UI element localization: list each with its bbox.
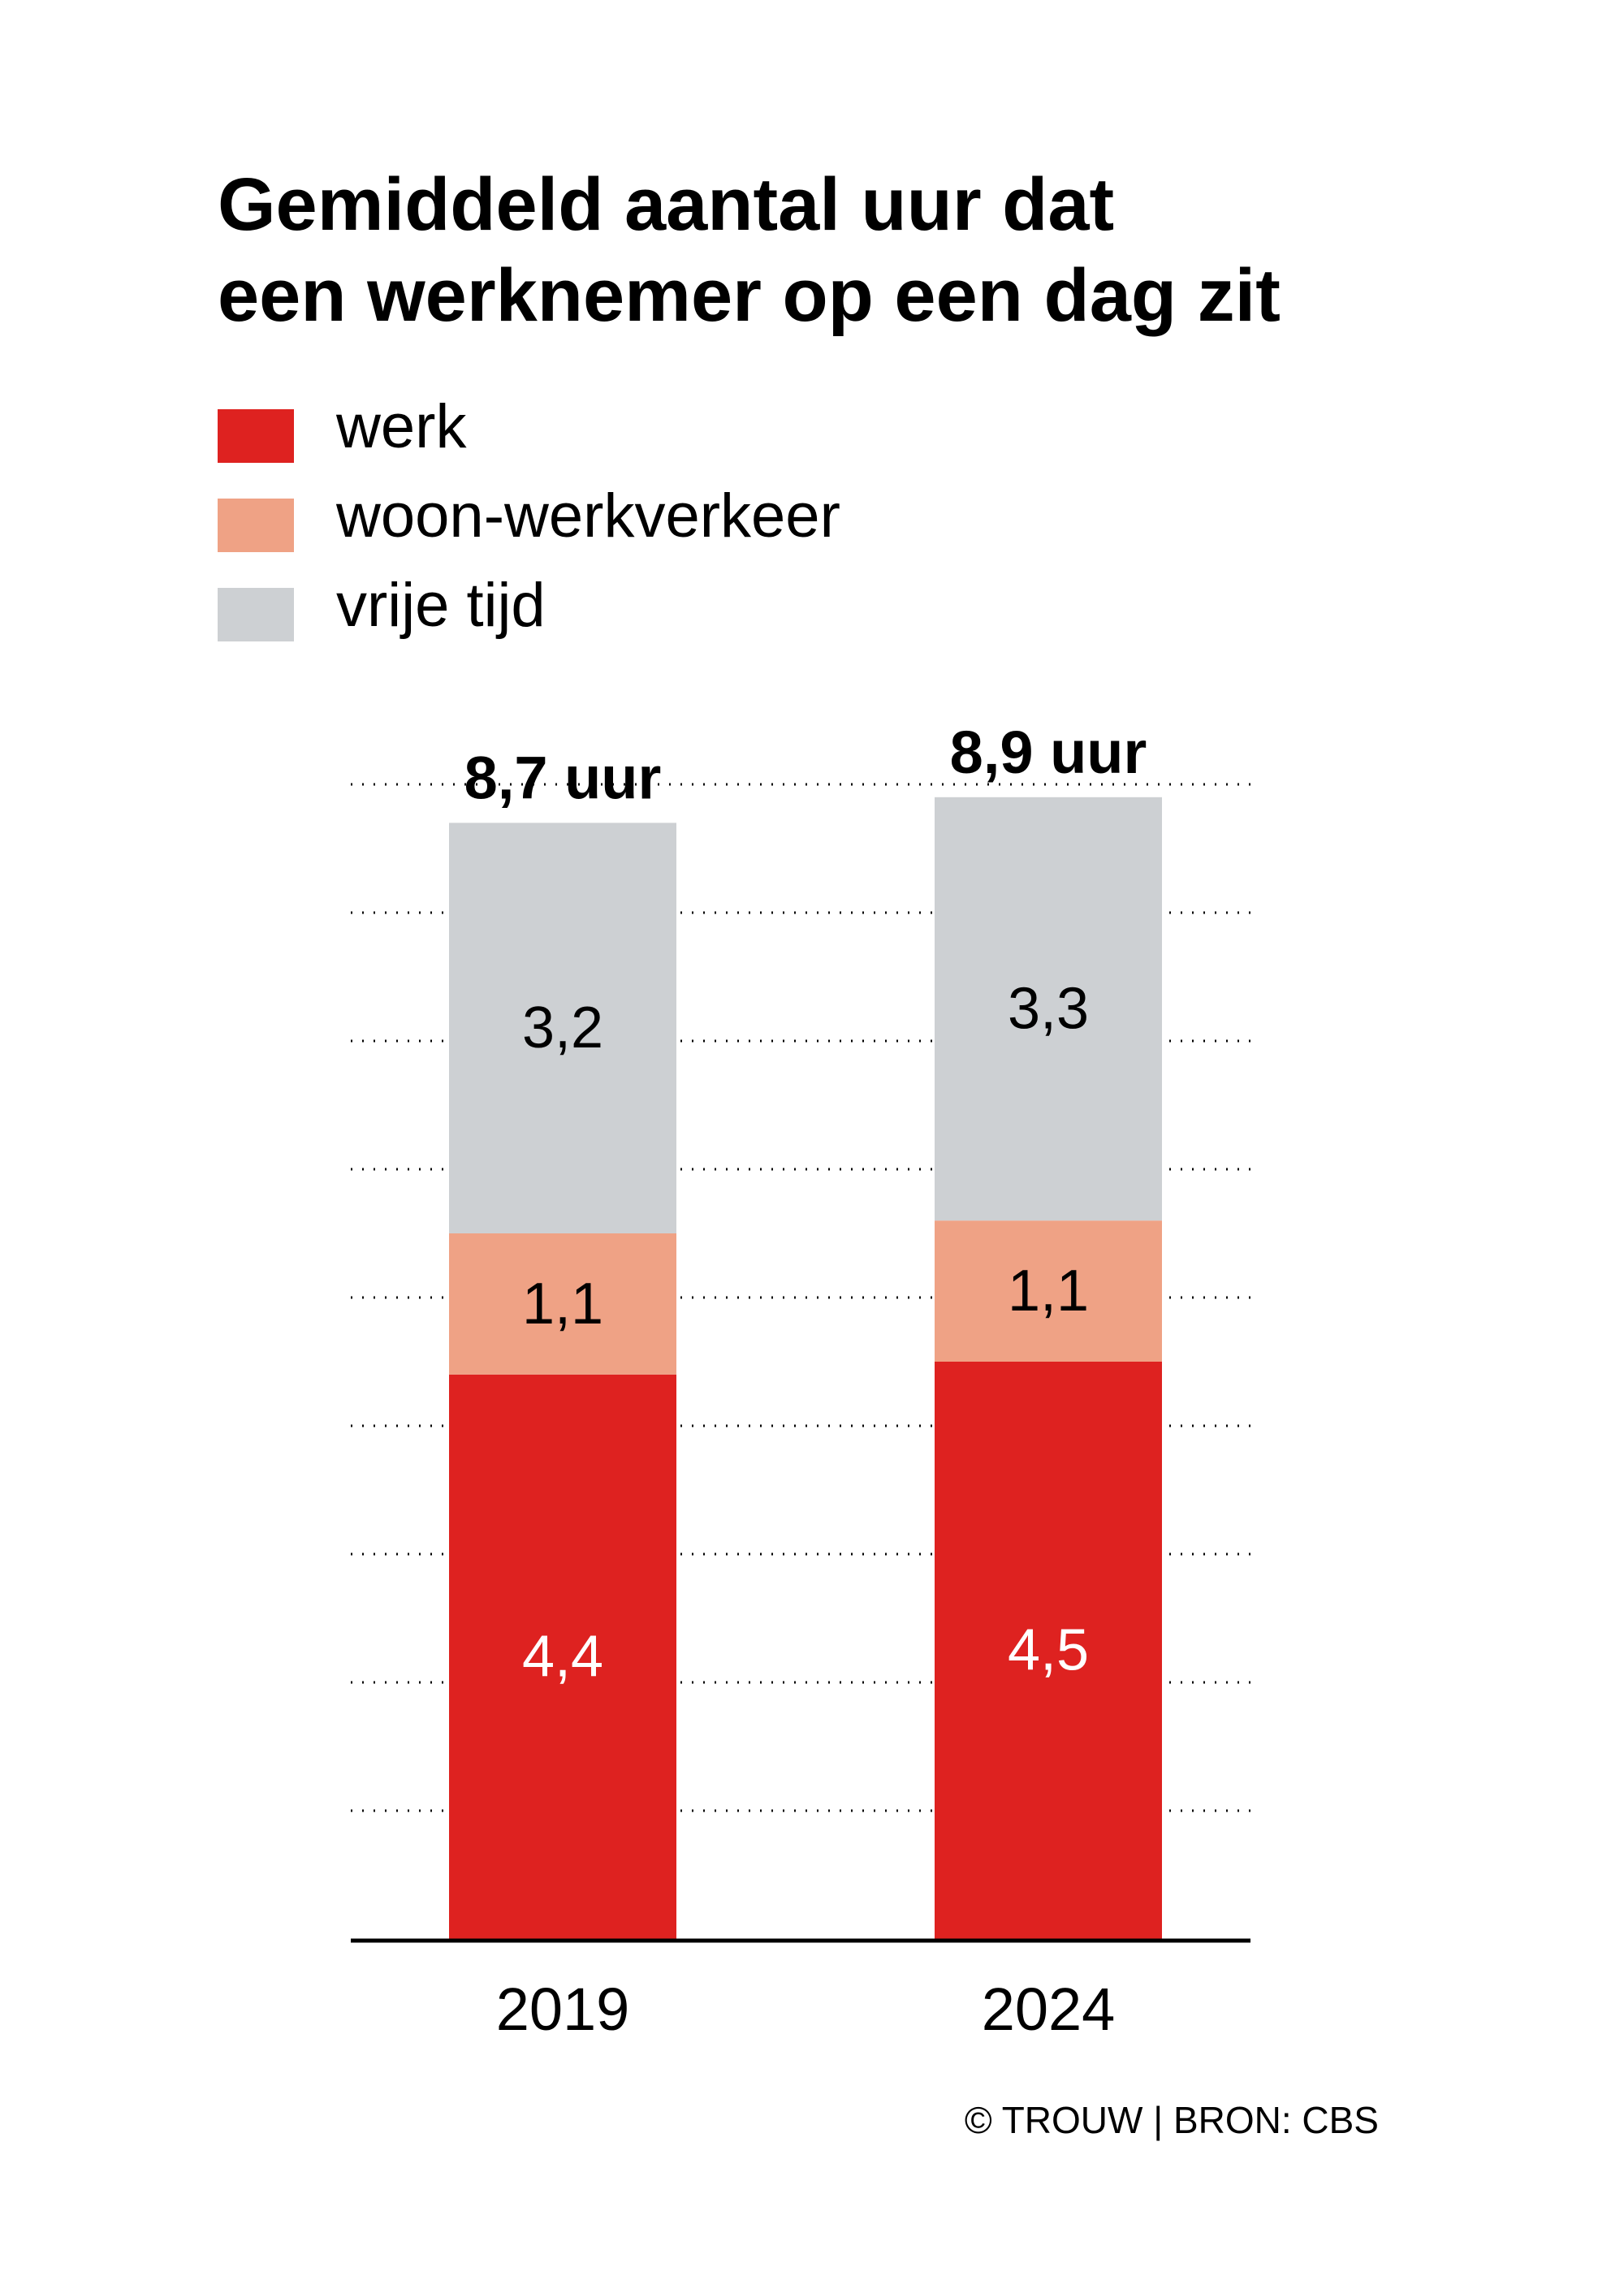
legend-label-woon-werkverkeer: woon-werkverkeer bbox=[336, 481, 840, 551]
stacked-bar-chart: 4,4 1,1 3,2 8,7 uur 2019 4,5 1,1 3,3 8,9 uur 2024 bbox=[351, 719, 1250, 2043]
segment-label-2019-woon-werkverkeer: 1,1 bbox=[522, 1272, 603, 1336]
bar-2024-werk bbox=[935, 1362, 1162, 1939]
bar-2024-woon-werkverkeer bbox=[935, 1220, 1162, 1362]
segment-label-2019-vrije-tijd: 3,2 bbox=[522, 995, 603, 1060]
chart-title-line-2: een werknemer op een dag zit bbox=[218, 254, 1281, 337]
x-tick-label-2024: 2024 bbox=[982, 1976, 1116, 2043]
source-credit: © TROUW | BRON: CBS bbox=[964, 2099, 1379, 2141]
legend-swatch-werk bbox=[218, 409, 294, 463]
legend-label-vrije-tijd: vrije tijd bbox=[336, 571, 546, 640]
segment-label-2024-werk: 4,5 bbox=[1008, 1618, 1089, 1683]
bar-2024-vrije-tijd bbox=[935, 797, 1162, 1221]
bar-2019-vrije-tijd bbox=[449, 823, 676, 1233]
x-tick-label-2019: 2019 bbox=[496, 1976, 630, 2043]
legend-swatch-vrije-tijd bbox=[218, 588, 294, 641]
chart-title-line-1: Gemiddeld aantal uur dat bbox=[218, 163, 1115, 246]
segment-label-2024-vrije-tijd: 3,3 bbox=[1008, 977, 1089, 1042]
legend-label-werk: werk bbox=[336, 392, 467, 461]
legend-swatch-woon-werkverkeer bbox=[218, 499, 294, 552]
segment-label-2024-woon-werkverkeer: 1,1 bbox=[1008, 1259, 1089, 1324]
total-label-2019: 8,7 uur bbox=[464, 744, 662, 811]
bar-2019-werk bbox=[449, 1374, 676, 1939]
total-label-2024: 8,9 uur bbox=[950, 719, 1147, 786]
bar-2019-woon-werkverkeer bbox=[449, 1233, 676, 1375]
segment-label-2019-werk: 4,4 bbox=[522, 1624, 603, 1689]
chart-title: Gemiddeld aantal uur dat een werknemer o… bbox=[218, 159, 1517, 341]
